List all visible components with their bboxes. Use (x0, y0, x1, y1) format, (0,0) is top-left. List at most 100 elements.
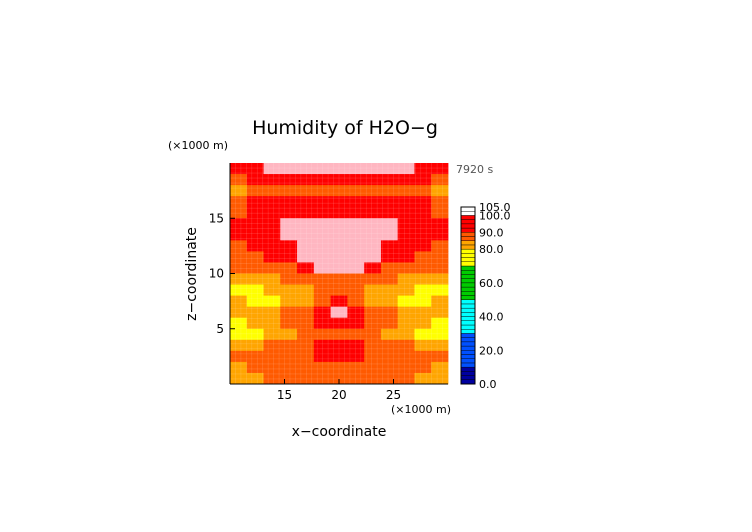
heatmap-cell (230, 251, 248, 263)
heatmap-cell (280, 295, 298, 308)
colorbar-band (460, 219, 476, 225)
heatmap-cell (263, 273, 281, 285)
heatmap-cell (297, 361, 315, 374)
heatmap-cell (230, 284, 248, 296)
x-tick-label: 15 (277, 388, 292, 402)
heatmap-cell (330, 350, 348, 363)
heatmap-cell (414, 207, 432, 219)
time-label: 7920 s (456, 163, 493, 176)
heatmap-cell (246, 185, 264, 197)
heatmap-cell (364, 339, 382, 352)
heatmap-cell (246, 229, 264, 241)
heatmap-cell (230, 262, 248, 274)
y-tick-label: 5 (216, 322, 224, 336)
heatmap-cell (364, 218, 382, 230)
heatmap-cell (364, 262, 382, 274)
heatmap-cell (414, 317, 432, 330)
heatmap-cell (431, 284, 449, 296)
heatmap-cell (380, 207, 399, 219)
heatmap-cell (297, 317, 315, 330)
heatmap-cell (330, 339, 348, 352)
heatmap-cell (431, 185, 449, 197)
colorbar-tick-label: 100.0 (479, 209, 511, 222)
heatmap-cell (313, 273, 331, 285)
heatmap-cell (364, 273, 382, 285)
colorbar-band (460, 337, 476, 343)
heatmap-cell (280, 273, 298, 285)
heatmap-cell (397, 174, 415, 186)
colorbar-band (460, 244, 476, 250)
x-axis-label: x−coordinate (292, 424, 387, 440)
heatmap-cell (414, 284, 432, 296)
colorbar-band (460, 333, 476, 338)
heatmap-cell (297, 218, 315, 230)
heatmap-cell (397, 185, 415, 197)
colorbar-band (460, 211, 476, 216)
heatmap-cell (397, 317, 415, 330)
colorbar-band (460, 312, 476, 317)
heatmap-cell (246, 196, 264, 208)
heatmap-cell (397, 306, 415, 319)
heatmap-cell (364, 328, 382, 341)
heatmap-cell (246, 207, 264, 219)
heatmap-cell (230, 218, 248, 230)
y-tick-label: 10 (209, 267, 224, 281)
heatmap-cell (397, 284, 415, 296)
heatmap-cell (246, 284, 264, 296)
colorbar-tick-label: 60.0 (479, 277, 504, 290)
heatmap-cell (431, 372, 449, 385)
heatmap-cell (263, 240, 281, 252)
colorbar-band (460, 375, 476, 380)
colorbar-band (460, 320, 476, 326)
heatmap-cell (347, 207, 365, 219)
heatmap-cell (414, 251, 432, 263)
heatmap-cell (246, 174, 264, 186)
heatmap-cell (414, 185, 432, 197)
heatmap-cell (230, 339, 248, 352)
colorbar-tick-label: 40.0 (479, 311, 504, 324)
colorbar-band (460, 270, 476, 275)
colorbar-tick-label: 105.0 (479, 201, 511, 214)
heatmap-cell (414, 295, 432, 308)
heatmap-cell (330, 328, 348, 341)
heatmap-cell (347, 196, 365, 208)
heatmap-cell (347, 306, 365, 319)
colorbar-band (460, 358, 476, 364)
heatmap-cell (431, 251, 449, 263)
heatmap-cell (431, 306, 449, 319)
heatmap-cell (246, 317, 264, 330)
heatmap-cell (347, 251, 365, 263)
heatmap-cell (297, 273, 315, 285)
colorbar-band (460, 295, 476, 300)
colorbar-band (460, 350, 476, 355)
heatmap-cell (347, 229, 365, 241)
heatmap-cell (347, 372, 365, 385)
heatmap-cell (280, 174, 298, 186)
colorbar-band (460, 354, 476, 359)
heatmap-cell (280, 306, 298, 319)
heatmap-cell (380, 174, 399, 186)
heatmap-cell (263, 306, 281, 319)
heatmap-cell (246, 361, 264, 374)
heatmap-cell (280, 251, 298, 263)
heatmap-cell (347, 163, 365, 175)
heatmap-cell (330, 174, 348, 186)
heatmap-cell (313, 174, 331, 186)
heatmap-cell (347, 262, 365, 274)
heatmap-cell (313, 218, 331, 230)
heatmap-cell (364, 185, 382, 197)
heatmap-cell (263, 207, 281, 219)
heatmap-cell (380, 317, 399, 330)
heatmap-cell (364, 350, 382, 363)
heatmap-cell (280, 196, 298, 208)
heatmap-cell (380, 251, 399, 263)
heatmap-cell (431, 174, 449, 186)
heatmap-cell (397, 229, 415, 241)
heatmap-cell (230, 306, 248, 319)
heatmap-cell (246, 350, 264, 363)
colorbar-band (460, 232, 476, 237)
heatmap-cell (397, 350, 415, 363)
colorbar-tick-label: 80.0 (479, 243, 504, 256)
heatmap-cell (397, 339, 415, 352)
